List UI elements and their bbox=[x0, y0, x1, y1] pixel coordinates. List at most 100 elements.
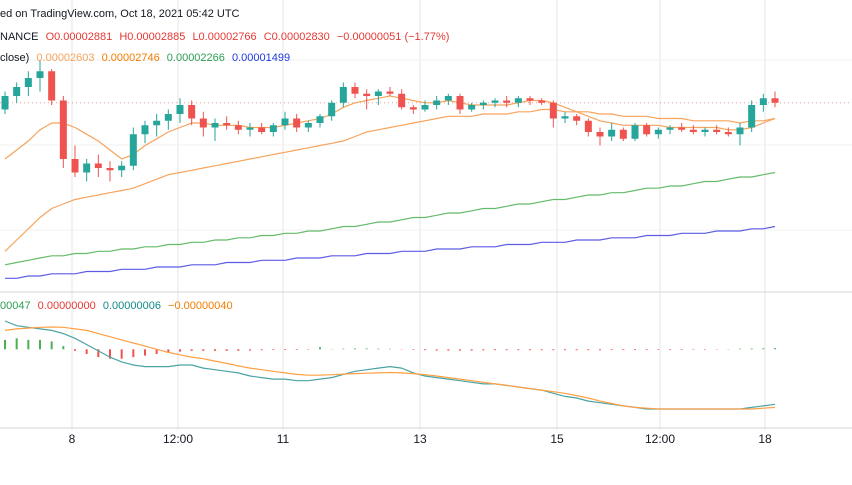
candle-body bbox=[83, 163, 91, 173]
x-tick-label: 12:00 bbox=[163, 432, 193, 446]
candle-body bbox=[141, 125, 149, 135]
open-value: O0.00002881 bbox=[45, 31, 113, 43]
candle-body bbox=[36, 71, 44, 78]
change-value: −0.00000051 (−1.77%) bbox=[336, 31, 450, 43]
candle-body bbox=[573, 116, 581, 121]
candle-body bbox=[13, 87, 21, 96]
candle-body bbox=[59, 100, 67, 159]
candle-body bbox=[351, 87, 359, 94]
candle-body bbox=[736, 127, 744, 135]
candle-body bbox=[444, 96, 452, 101]
candle-body bbox=[468, 105, 476, 110]
candle-body bbox=[608, 129, 616, 137]
candle-body bbox=[258, 127, 266, 132]
candle-body bbox=[48, 71, 56, 101]
candle-body bbox=[374, 91, 382, 96]
ma3-value: 0.00002266 bbox=[166, 52, 225, 64]
candle-body bbox=[666, 127, 674, 130]
candle-body bbox=[433, 100, 441, 105]
candle-body bbox=[596, 132, 604, 137]
candle-body bbox=[281, 118, 289, 126]
candle-body bbox=[386, 91, 394, 94]
candle-body bbox=[678, 127, 686, 130]
ma-medium-line bbox=[4, 108, 776, 252]
ma-legend: close) 0.00002603 0.00002746 0.00002266 … bbox=[0, 52, 294, 64]
candle-body bbox=[514, 98, 522, 103]
candle-body bbox=[771, 98, 779, 103]
candle-body bbox=[409, 107, 417, 110]
candle-body bbox=[106, 168, 114, 171]
low-value: L0.00002766 bbox=[192, 31, 257, 43]
candle-body bbox=[199, 118, 207, 128]
macd-value-3: −0.00000040 bbox=[168, 300, 233, 312]
candle-body bbox=[643, 125, 651, 135]
candle-body bbox=[153, 120, 161, 126]
candle-body bbox=[526, 98, 534, 101]
candle-body bbox=[188, 105, 196, 119]
candle-body bbox=[71, 159, 79, 173]
candle-body bbox=[211, 123, 219, 128]
x-tick-label: 13 bbox=[413, 432, 427, 446]
candle-body bbox=[339, 87, 347, 103]
x-tick-label: 12:00 bbox=[645, 432, 675, 446]
x-tick-label: 8 bbox=[69, 432, 76, 446]
candle-body bbox=[363, 93, 371, 96]
candle-body bbox=[269, 125, 277, 132]
candle-body bbox=[689, 129, 697, 132]
x-tick-label: 11 bbox=[277, 432, 290, 446]
candle-body bbox=[398, 93, 406, 108]
candle-body bbox=[561, 116, 569, 119]
candle-body bbox=[701, 129, 709, 132]
candle-body bbox=[129, 134, 137, 166]
candle-body bbox=[479, 102, 487, 105]
x-tick-label: 15 bbox=[550, 432, 564, 446]
candle-body bbox=[94, 163, 102, 168]
candle-body bbox=[724, 132, 732, 135]
candle-body bbox=[24, 78, 32, 87]
ma1-value: 0.00002603 bbox=[36, 52, 95, 64]
macd-line bbox=[4, 320, 776, 410]
candle-body bbox=[584, 120, 592, 132]
close-value: C0.00002830 bbox=[263, 31, 330, 43]
candle-body bbox=[293, 118, 301, 128]
x-tick-label: 18 bbox=[758, 432, 772, 446]
macd-label: 00047 bbox=[0, 300, 31, 312]
candle-body bbox=[491, 100, 499, 103]
ma-long-line bbox=[5, 225, 776, 279]
candle-body bbox=[456, 96, 464, 110]
macd-signal-line bbox=[4, 326, 776, 410]
ma-slow-line bbox=[4, 171, 776, 266]
candle-body bbox=[328, 102, 336, 117]
ma4-value: 0.00001499 bbox=[231, 52, 291, 64]
candle-body bbox=[748, 105, 756, 128]
candle-body bbox=[164, 114, 172, 121]
high-value: H0.00002885 bbox=[119, 31, 186, 43]
candle-body bbox=[304, 123, 312, 128]
candle-body bbox=[538, 100, 546, 103]
candle-body bbox=[654, 129, 662, 135]
macd-value-1: 0.00000000 bbox=[37, 300, 96, 312]
candle-body bbox=[1, 96, 9, 110]
candle-body bbox=[316, 116, 324, 123]
candle-body bbox=[549, 102, 557, 119]
candle-body bbox=[234, 125, 242, 130]
candle-body bbox=[176, 105, 184, 114]
macd-value-2: 0.00000006 bbox=[102, 300, 161, 312]
ma2-value: 0.00002746 bbox=[101, 52, 160, 64]
candle-body bbox=[246, 127, 254, 130]
candle-body bbox=[619, 129, 627, 139]
chart-attribution: ed on TradingView.com, Oct 18, 2021 05:4… bbox=[0, 8, 244, 20]
candle-body bbox=[118, 165, 126, 171]
ma-label: close) bbox=[0, 52, 30, 64]
attribution-text: ed on TradingView.com, Oct 18, 2021 05:4… bbox=[0, 8, 240, 20]
candle-body bbox=[759, 98, 767, 105]
candle-body bbox=[503, 100, 511, 103]
candle-body bbox=[223, 123, 231, 126]
symbol-label: NANCE bbox=[0, 31, 39, 43]
macd-legend: 00047 0.00000000 0.00000006 −0.00000040 bbox=[0, 300, 237, 312]
candle-body bbox=[421, 105, 429, 110]
candle-body bbox=[713, 129, 721, 132]
ohlc-legend: NANCE O0.00002881 H0.00002885 L0.0000276… bbox=[0, 31, 453, 43]
candle-body bbox=[631, 125, 639, 139]
